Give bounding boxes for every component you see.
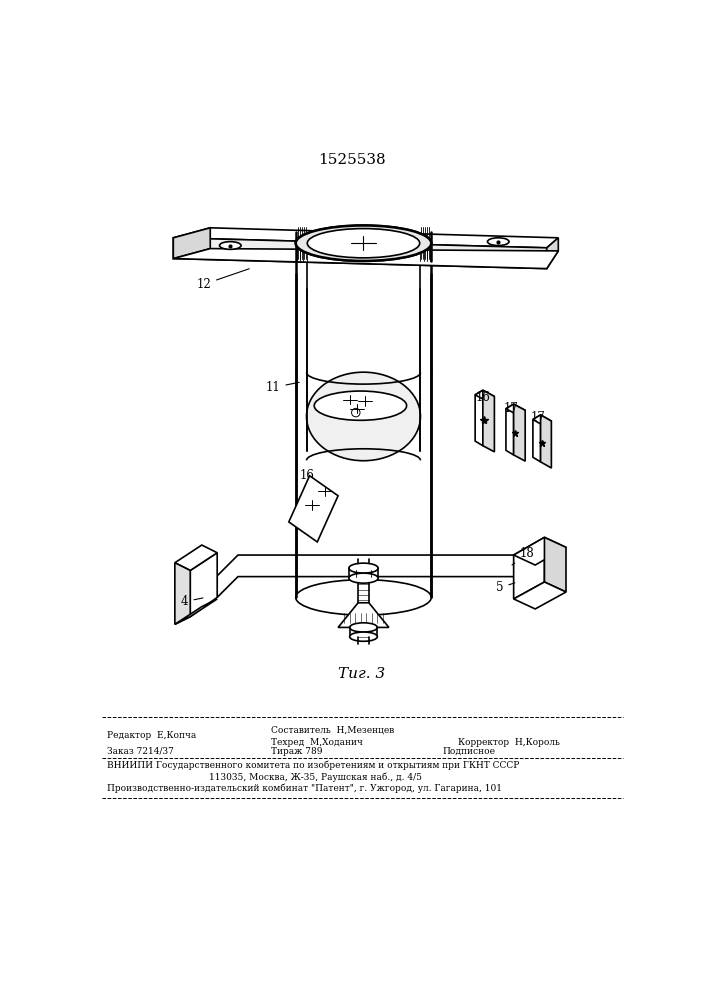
Polygon shape — [514, 537, 544, 599]
Polygon shape — [544, 537, 566, 592]
Ellipse shape — [487, 238, 509, 246]
Ellipse shape — [350, 632, 378, 641]
Ellipse shape — [314, 391, 407, 420]
Text: 17: 17 — [503, 402, 518, 415]
Polygon shape — [173, 228, 559, 248]
Ellipse shape — [296, 580, 431, 615]
Polygon shape — [338, 603, 389, 627]
Polygon shape — [173, 249, 559, 269]
Polygon shape — [533, 415, 551, 426]
Polygon shape — [175, 545, 217, 570]
Ellipse shape — [307, 372, 421, 461]
Text: Τиг. 3: Τиг. 3 — [339, 667, 385, 681]
Text: 15: 15 — [304, 482, 319, 495]
Text: Корректор  Н,Король: Корректор Н,Король — [458, 738, 560, 747]
Polygon shape — [190, 553, 217, 617]
Polygon shape — [288, 476, 338, 542]
Polygon shape — [533, 415, 541, 462]
Text: Производственно-издательский комбинат "Патент", г. Ужгород, ул. Гагарина, 101: Производственно-издательский комбинат "П… — [107, 784, 502, 793]
Ellipse shape — [308, 229, 420, 258]
Polygon shape — [173, 238, 547, 269]
Text: 1525538: 1525538 — [318, 153, 386, 167]
Polygon shape — [541, 415, 551, 468]
Polygon shape — [514, 404, 525, 461]
Polygon shape — [175, 599, 217, 624]
Text: 18: 18 — [512, 547, 534, 565]
Polygon shape — [173, 228, 210, 259]
Polygon shape — [175, 563, 190, 624]
Polygon shape — [475, 390, 494, 401]
Text: 113035, Москва, Ж-35, Раушская наб., д. 4/5: 113035, Москва, Ж-35, Раушская наб., д. … — [209, 773, 423, 782]
Ellipse shape — [219, 242, 241, 249]
Text: 5: 5 — [496, 581, 515, 594]
Text: 11: 11 — [266, 381, 299, 394]
Polygon shape — [514, 582, 566, 609]
Text: Редактор  Е,Копча: Редактор Е,Копча — [107, 732, 197, 740]
Text: 16: 16 — [300, 469, 315, 482]
Text: 1: 1 — [314, 494, 322, 507]
Text: Составитель  Н,Мезенцев: Составитель Н,Мезенцев — [271, 725, 395, 734]
Text: Подписное: Подписное — [443, 747, 496, 756]
Polygon shape — [514, 537, 566, 565]
Ellipse shape — [349, 573, 378, 583]
Ellipse shape — [296, 225, 431, 261]
Ellipse shape — [308, 229, 420, 258]
Polygon shape — [506, 404, 525, 415]
Ellipse shape — [296, 225, 431, 261]
Polygon shape — [547, 238, 559, 269]
Text: Техред  М,Ходанич: Техред М,Ходанич — [271, 738, 363, 747]
Ellipse shape — [349, 563, 378, 573]
Polygon shape — [483, 390, 494, 452]
Text: 3: 3 — [309, 519, 316, 532]
Ellipse shape — [350, 623, 378, 632]
Text: 4: 4 — [181, 595, 203, 608]
Text: 17: 17 — [530, 411, 546, 424]
Text: 16: 16 — [475, 391, 490, 404]
Text: ВНИИПИ Государственного комитета по изобретениям и открытиям при ГКНТ СССР: ВНИИПИ Государственного комитета по изоб… — [107, 761, 520, 770]
Text: Заказ 7214/37: Заказ 7214/37 — [107, 747, 174, 756]
Polygon shape — [506, 404, 514, 455]
Text: Тираж 789: Тираж 789 — [271, 747, 322, 756]
Polygon shape — [217, 555, 535, 597]
Polygon shape — [475, 390, 483, 446]
Text: 12: 12 — [197, 269, 250, 291]
Text: 2: 2 — [312, 506, 320, 519]
